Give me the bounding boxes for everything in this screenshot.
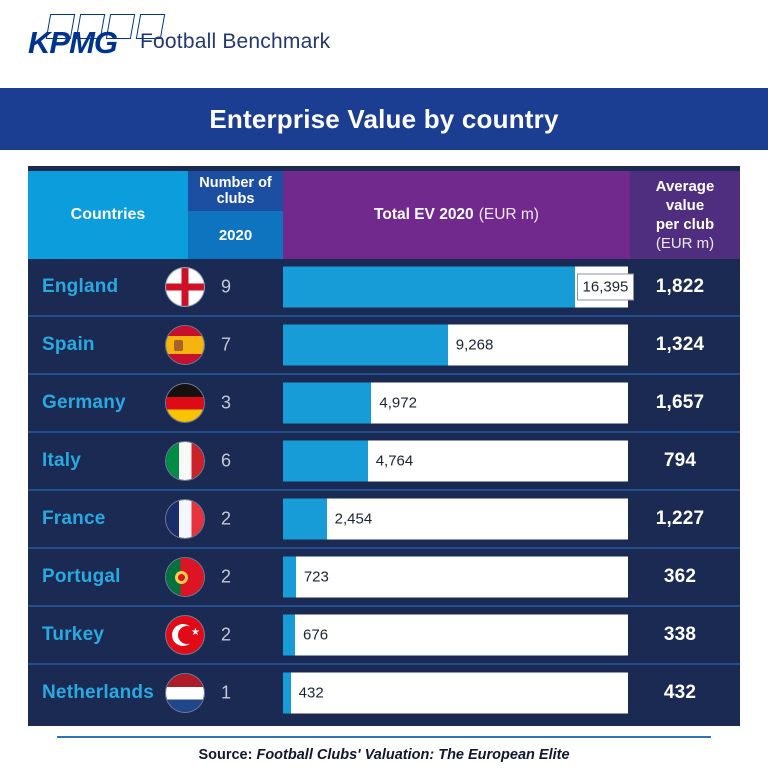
ev-value-label: 432	[298, 684, 324, 702]
ev-value-label: 9,268	[455, 336, 494, 354]
portugal-flag-icon	[166, 558, 204, 596]
ev-bar-track: 9,268	[283, 324, 628, 366]
clubs-count: 1	[220, 682, 231, 703]
clubs-count: 3	[220, 392, 231, 413]
avg-value: 1,657	[655, 392, 705, 413]
ev-bar-track: 723	[283, 556, 628, 598]
clubs-count: 2	[220, 624, 231, 645]
clubs-count: 2	[220, 566, 231, 587]
country-name: France	[42, 508, 106, 529]
clubs-count: 6	[220, 450, 231, 471]
table-row: England 9 16,395 1,822	[28, 259, 740, 315]
country-name: England	[42, 276, 119, 297]
page-title: Enterprise Value by country	[209, 103, 559, 134]
ev-bar-fill	[283, 266, 575, 308]
ev-bar-track: 432	[283, 672, 628, 714]
table-rows: England 9 16,395 1,822 Spain 7 9,268 1,324 Germa…	[28, 259, 740, 721]
ev-value-label: 4,764	[375, 452, 414, 470]
col-header-clubs-year: 2020	[188, 211, 283, 259]
col-header-total-ev-label: Total EV 2020	[374, 206, 474, 223]
germany-flag-icon	[166, 384, 204, 422]
ev-table: Countries Number of clubs 2020 Total EV …	[28, 166, 740, 726]
ev-bar-fill	[283, 382, 372, 424]
source-label: Source:	[198, 747, 253, 763]
ev-bar-track: 16,395	[283, 266, 635, 308]
kpmg-wordmark: KPMG	[28, 25, 118, 60]
table-row: France 2 2,454 1,227	[28, 489, 740, 547]
table-row: Portugal 2 723 362	[28, 547, 740, 605]
source-note: Source: Football Clubs' Valuation: The E…	[0, 747, 768, 763]
ev-value-label: 723	[303, 568, 329, 586]
col-header-clubs: Number of clubs 2020	[188, 171, 283, 259]
avg-value: 338	[663, 624, 697, 645]
country-name: Italy	[42, 450, 82, 471]
col-header-total-ev-unit: (EUR m)	[478, 206, 539, 223]
england-flag-icon	[166, 268, 204, 306]
ev-bar-fill	[283, 556, 296, 598]
avg-value: 794	[663, 450, 697, 471]
country-name: Turkey	[42, 624, 105, 645]
ev-bar-track: 4,972	[283, 382, 628, 424]
table-row: Italy 6 4,764 794	[28, 431, 740, 489]
footer-divider	[57, 736, 711, 738]
source-title: Football Clubs' Valuation: The European …	[256, 747, 570, 763]
col-header-avg-unit: (EUR m)	[655, 235, 715, 253]
col-header-avg-value: Average value per club (EUR m)	[630, 171, 740, 259]
title-banner: Enterprise Value by country	[0, 88, 768, 150]
france-flag-icon	[166, 500, 204, 538]
ev-bar-fill	[283, 440, 368, 482]
table-row: Netherlands 1 432 432	[28, 663, 740, 721]
table-row: Spain 7 9,268 1,324	[28, 315, 740, 373]
col-header-total-ev: Total EV 2020 (EUR m)	[283, 171, 630, 259]
table-row: Turkey ★ 2 676 338	[28, 605, 740, 663]
ev-bar-track: 4,764	[283, 440, 628, 482]
kpmg-logo: KPMG	[28, 14, 178, 61]
product-name: Football Benchmark	[140, 30, 331, 53]
ev-bar-fill	[283, 324, 448, 366]
ev-bar-fill	[283, 614, 296, 656]
ev-value-label: 4,972	[379, 394, 417, 412]
avg-value: 362	[663, 566, 697, 587]
ev-bar-track: 2,454	[283, 498, 628, 540]
avg-value: 1,324	[655, 334, 705, 355]
ev-bar-fill	[283, 672, 291, 714]
country-name: Netherlands	[42, 682, 155, 703]
table-row: Germany 3 4,972 1,657	[28, 373, 740, 431]
clubs-count: 2	[220, 508, 231, 529]
col-header-countries: Countries	[28, 171, 188, 259]
turkey-flag-icon: ★	[166, 616, 204, 654]
avg-value: 1,822	[655, 276, 705, 297]
ev-bar-fill	[283, 498, 327, 540]
netherlands-flag-icon	[166, 674, 204, 712]
ev-value-label: 2,454	[334, 510, 373, 528]
avg-value: 1,227	[655, 508, 705, 529]
clubs-count: 7	[220, 334, 231, 355]
clubs-count: 9	[220, 276, 231, 297]
ev-value-label: 16,395	[576, 273, 635, 301]
avg-value: 432	[663, 682, 697, 703]
col-header-clubs-label: Number of clubs	[188, 171, 283, 212]
page-header: KPMG Football Benchmark	[0, 0, 768, 88]
spain-flag-icon	[166, 326, 204, 364]
ev-bar-track: 676	[283, 614, 628, 656]
table-header: Countries Number of clubs 2020 Total EV …	[28, 171, 740, 259]
italy-flag-icon	[166, 442, 204, 480]
ev-value-label: 676	[303, 626, 329, 644]
country-name: Germany	[42, 392, 126, 413]
country-name: Spain	[42, 334, 95, 355]
country-name: Portugal	[42, 566, 121, 587]
